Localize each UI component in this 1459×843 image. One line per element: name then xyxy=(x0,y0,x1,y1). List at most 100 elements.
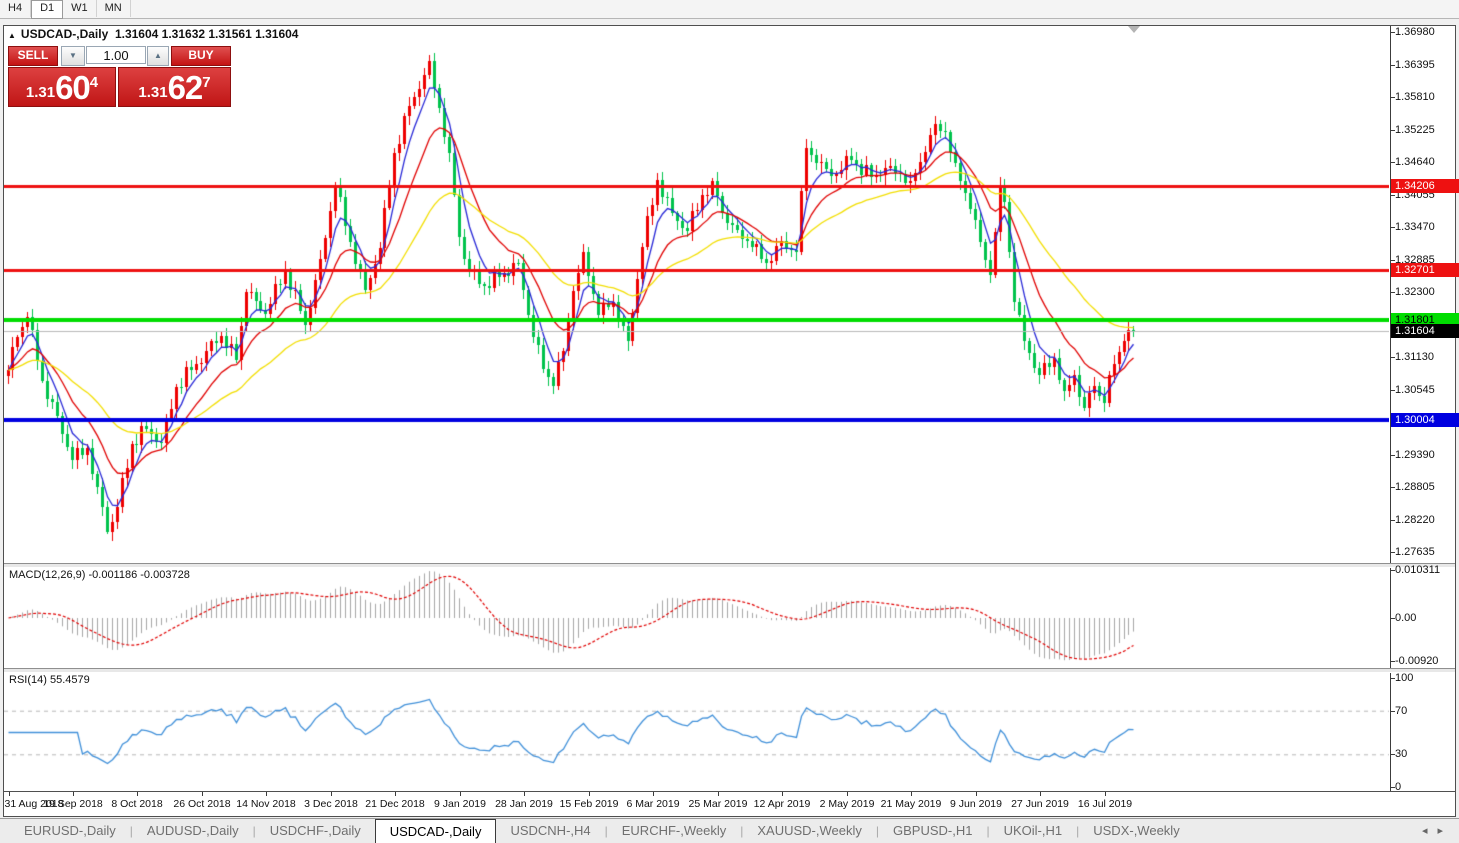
rsi-value: 55.4579 xyxy=(49,674,90,686)
axis-tick-label: 1.27635 xyxy=(1395,546,1435,558)
date-label: 26 Oct 2018 xyxy=(173,798,231,810)
date-tick-mark xyxy=(1105,792,1106,796)
tab-xauusd-weekly[interactable]: XAUUSD-,Weekly xyxy=(757,823,862,838)
date-label: 9 Jun 2019 xyxy=(950,798,1002,810)
buy-button[interactable]: BUY xyxy=(171,46,231,66)
date-tick-mark xyxy=(524,792,525,796)
tab-eurusd-daily[interactable]: EURUSD-,Daily xyxy=(24,823,116,838)
axis-tick-mark xyxy=(1390,487,1395,488)
axis-tick-mark xyxy=(1390,194,1395,196)
tab-usdcnh-h4[interactable]: USDCNH-,H4 xyxy=(510,823,591,838)
date-tick-mark xyxy=(782,792,783,796)
axis-tick-label: 1.34640 xyxy=(1395,156,1435,168)
chart-ohlc-values: 1.31604 1.31632 1.31561 1.31604 xyxy=(114,27,299,41)
tab-audusd-daily[interactable]: AUDUSD-,Daily xyxy=(146,823,239,838)
date-tick-mark xyxy=(460,792,461,796)
axis-tick-mark xyxy=(1390,129,1395,131)
tab-usdx-weekly[interactable]: USDX-,Weekly xyxy=(1093,823,1180,838)
main-chart-canvas[interactable] xyxy=(4,26,1389,562)
axis-tick-label: 1.36980 xyxy=(1395,26,1435,38)
date-label: 3 Dec 2018 xyxy=(304,798,358,810)
date-tick-mark xyxy=(976,792,977,796)
axis-tick-mark xyxy=(1390,569,1395,571)
collapse-panel-icon[interactable]: ▲ xyxy=(8,31,16,40)
price-line-badge: 1.31801 xyxy=(1391,313,1459,328)
rsi-pane-splitter[interactable] xyxy=(4,668,1455,673)
price-line-badge: 1.34206 xyxy=(1391,179,1459,194)
volume-down-button[interactable]: ▼ xyxy=(61,46,85,66)
date-label: 21 May 2019 xyxy=(880,798,942,810)
axis-tick-mark xyxy=(1390,227,1395,228)
buy-price-sup: 7 xyxy=(202,74,211,91)
axis-tick-mark xyxy=(1390,162,1395,163)
axis-tick-label: 1.28805 xyxy=(1395,481,1435,493)
axis-tick-mark xyxy=(1390,618,1395,619)
macd-label: MACD(12,26,9) -0.001186 -0.003728 xyxy=(9,569,190,581)
date-tick-mark xyxy=(1040,792,1041,796)
timeframe-toolbar: H4 D1 W1 MN xyxy=(0,0,1459,19)
tab-eurchf-weekly[interactable]: EURCHF-,Weekly xyxy=(621,823,727,838)
timeframe-button-w1[interactable]: W1 xyxy=(63,0,97,17)
chart-symbol-label: USDCAD-,Daily xyxy=(20,27,109,41)
volume-input[interactable] xyxy=(86,46,146,64)
timeframe-button-d1[interactable]: D1 xyxy=(31,0,64,19)
buy-price-big: 62 xyxy=(167,69,204,106)
macd-name: MACD(12,26,9) xyxy=(9,569,86,581)
axis-tick-label: 0.00 xyxy=(1395,612,1417,624)
axis-tick-mark xyxy=(1390,389,1395,391)
date-label: 16 Jul 2019 xyxy=(1077,798,1133,810)
axis-tick-mark xyxy=(1390,710,1395,712)
tab-separator: | xyxy=(604,824,608,838)
date-label: 8 Oct 2018 xyxy=(111,798,163,810)
axis-tick-mark xyxy=(1390,259,1395,261)
date-label: 28 Jan 2019 xyxy=(495,798,553,810)
axis-tick-mark xyxy=(1390,660,1395,662)
buy-price-display[interactable]: 1.31 62 7 xyxy=(118,67,231,107)
date-tick-mark xyxy=(266,792,267,796)
date-label: 12 Apr 2019 xyxy=(753,798,811,810)
axis-tick-label: 70 xyxy=(1395,704,1408,717)
price-line-badge: 1.32701 xyxy=(1391,263,1459,278)
sell-price-big: 60 xyxy=(55,69,91,106)
date-tick-mark xyxy=(202,792,203,796)
date-tick-mark xyxy=(911,792,912,796)
rsi-label: RSI(14) 55.4579 xyxy=(9,674,90,686)
timeframe-button-h4[interactable]: H4 xyxy=(0,0,32,17)
chart-window: ▲ USDCAD-,Daily 1.31604 1.31632 1.31561 1… xyxy=(3,25,1459,817)
macd-pane-canvas[interactable] xyxy=(4,567,1389,667)
tab-usdcad-daily[interactable]: USDCAD-,Daily xyxy=(374,819,497,843)
tab-scroll-arrows[interactable]: ◂▸ xyxy=(1422,824,1453,837)
axis-tick-mark xyxy=(1390,32,1395,33)
axis-tick-label: 1.32885 xyxy=(1395,253,1435,266)
tab-ukoil-h1[interactable]: UKOil-,H1 xyxy=(1003,823,1063,838)
axis-tick-label: 1.32300 xyxy=(1395,286,1435,298)
date-label: 2 May 2019 xyxy=(819,798,875,810)
axis-tick-label: 1.30545 xyxy=(1395,383,1435,396)
sell-price-display[interactable]: 1.31 60 4 xyxy=(8,67,116,107)
tab-scroll-left-icon[interactable]: ◂ xyxy=(1421,825,1438,837)
axis-tick-mark xyxy=(1390,454,1395,456)
volume-up-button[interactable]: ▲ xyxy=(147,46,169,66)
date-label: 14 Nov 2018 xyxy=(236,798,296,810)
tab-gbpusd-h1[interactable]: GBPUSD-,H1 xyxy=(893,823,973,838)
chart-shift-marker-icon[interactable] xyxy=(1128,26,1140,33)
tab-usdchf-daily[interactable]: USDCHF-,Daily xyxy=(269,823,361,838)
tab-separator: | xyxy=(740,824,744,838)
sell-price-sup: 4 xyxy=(89,74,99,91)
timeframe-button-mn[interactable]: MN xyxy=(97,0,131,17)
date-axis-divider xyxy=(4,791,1455,792)
date-label: 25 Mar 2019 xyxy=(688,798,748,810)
date-label: 31 Aug 2018 xyxy=(4,798,64,810)
macd-pane-splitter[interactable] xyxy=(4,563,1455,568)
tab-separator: | xyxy=(129,824,133,838)
rsi-pane-canvas[interactable] xyxy=(4,672,1389,791)
axis-tick-label: 1.31130 xyxy=(1395,351,1434,363)
date-tick-mark xyxy=(137,792,138,796)
axis-tick-mark xyxy=(1390,678,1395,679)
axis-tick-label: 1.33470 xyxy=(1395,221,1435,233)
axis-tick-mark xyxy=(1390,552,1395,553)
axis-tick-label: -0.00920 xyxy=(1395,654,1439,667)
sell-button[interactable]: SELL xyxy=(8,46,58,66)
tab-scroll-right-icon[interactable]: ▸ xyxy=(1437,825,1453,837)
